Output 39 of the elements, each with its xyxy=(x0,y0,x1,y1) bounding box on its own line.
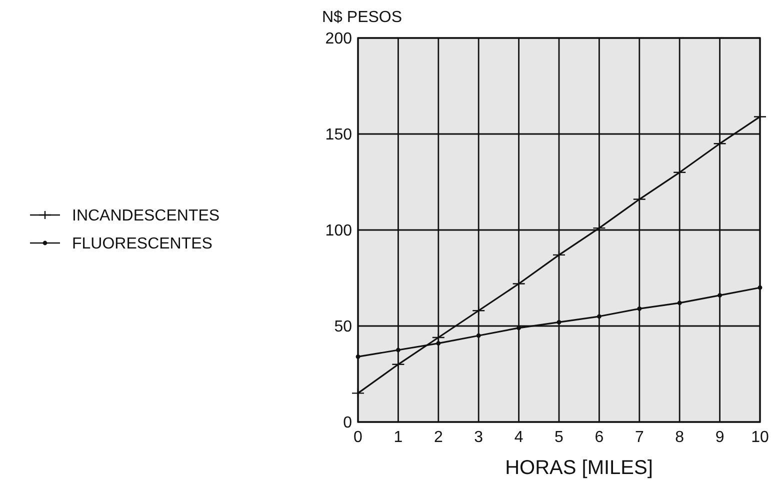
legend-label: INCANDESCENTES xyxy=(72,208,220,225)
point xyxy=(476,333,481,338)
point xyxy=(436,341,441,346)
point xyxy=(552,250,566,260)
point xyxy=(713,139,726,148)
y-axis-title: N$ PESOS xyxy=(322,9,402,26)
point xyxy=(512,279,526,288)
x-tick-label: 5 xyxy=(554,429,564,446)
point xyxy=(472,306,486,316)
x-tick-label: 1 xyxy=(394,429,403,446)
point xyxy=(718,293,722,298)
point xyxy=(758,285,762,290)
legend-label: FLUORESCENTES xyxy=(72,236,212,253)
y-tick-label: 50 xyxy=(334,318,352,336)
point xyxy=(392,360,405,369)
point xyxy=(673,168,686,177)
x-tick-label: 7 xyxy=(634,429,644,446)
point xyxy=(677,300,682,306)
point xyxy=(356,354,360,359)
x-tick-label: 9 xyxy=(715,429,724,446)
x-tick-label: 0 xyxy=(354,429,363,446)
y-tick-label: 100 xyxy=(325,222,352,240)
point xyxy=(592,223,606,233)
x-tick-label: 2 xyxy=(434,429,443,446)
point xyxy=(632,194,646,204)
point xyxy=(432,332,445,342)
x-axis-title: HORAS [MILES] xyxy=(505,457,653,479)
x-tick-label: 8 xyxy=(675,429,684,446)
point xyxy=(396,348,400,352)
point xyxy=(597,314,602,319)
x-tick-label: 6 xyxy=(594,429,604,446)
y-tick-label: 200 xyxy=(325,30,352,48)
point xyxy=(556,320,562,324)
y-tick-label: 150 xyxy=(325,126,352,144)
x-tick-label: 10 xyxy=(751,429,769,446)
y-tick-label: 0 xyxy=(343,414,352,432)
x-tick-label: 3 xyxy=(474,429,484,446)
x-tick-label: 4 xyxy=(514,429,524,446)
point xyxy=(637,306,642,311)
